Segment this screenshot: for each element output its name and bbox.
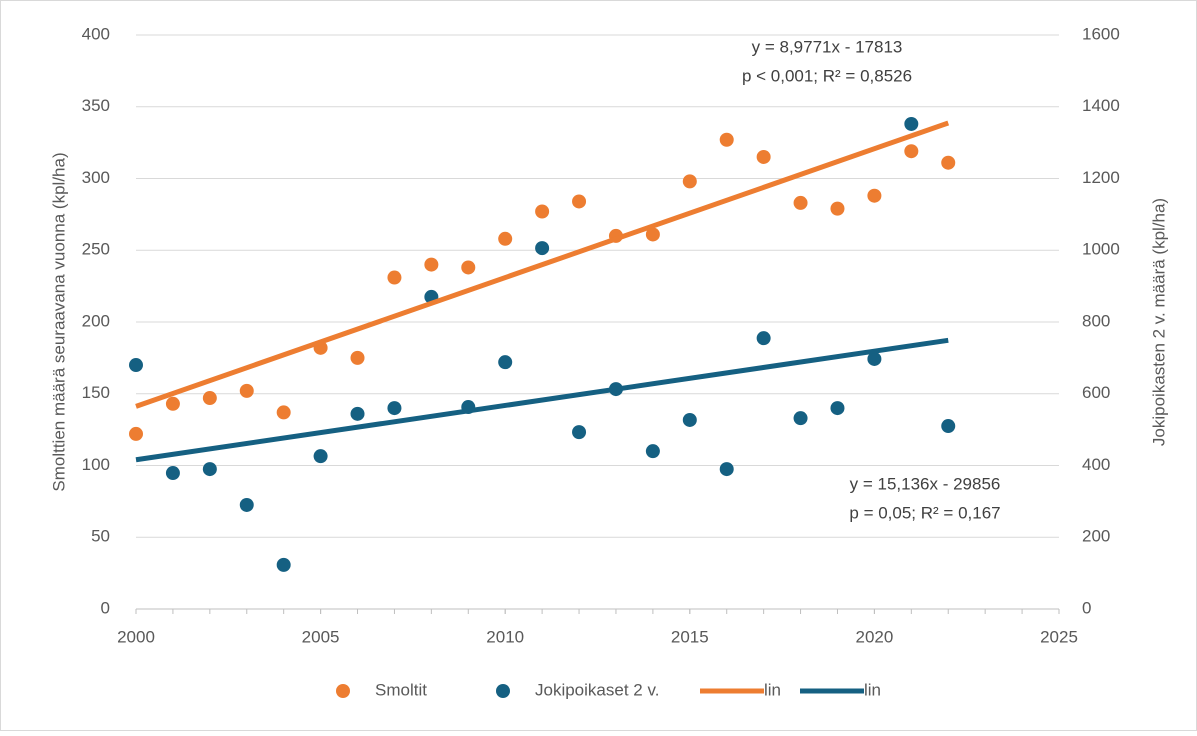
point (719, 462, 734, 477)
point (239, 497, 254, 512)
point (793, 195, 808, 210)
point (202, 462, 217, 477)
y-tick-label: 100 (82, 455, 110, 474)
point (498, 231, 513, 246)
legend-label: Smoltit (375, 680, 427, 699)
y2-tick-label: 1200 (1082, 168, 1120, 187)
annotation: y = 8,9771x - 17813 (752, 37, 903, 56)
y2-tick-label: 1400 (1082, 96, 1120, 115)
legend-label: lin (764, 680, 781, 699)
point (313, 449, 328, 464)
point (461, 260, 476, 275)
point (424, 257, 439, 272)
point (793, 411, 808, 426)
y2-tick-label: 800 (1082, 311, 1110, 330)
point (239, 383, 254, 398)
y-tick-label: 0 (101, 598, 110, 617)
y2-tick-label: 600 (1082, 383, 1110, 402)
point (129, 426, 143, 441)
y2-tick-label: 0 (1082, 598, 1091, 617)
point (941, 155, 956, 170)
y-axis-label: Smolttien määrä seuraavana vuonna (kpl/h… (49, 152, 68, 491)
annotation: p = 0,05; R² = 0,167 (849, 503, 1000, 522)
x-tick-label: 2010 (486, 627, 524, 646)
point (350, 350, 365, 365)
y-tick-label: 250 (82, 240, 110, 259)
legend-label: Jokipoikaset 2 v. (535, 680, 659, 699)
trend-line (135, 120, 950, 409)
trend-line (135, 337, 949, 463)
x-tick-label: 2020 (855, 627, 893, 646)
y-tick-label: 300 (82, 168, 110, 187)
point (535, 204, 550, 219)
point (350, 406, 365, 421)
point (830, 401, 845, 416)
y2-tick-label: 400 (1082, 455, 1110, 474)
y-tick-label: 150 (82, 383, 110, 402)
point (276, 405, 291, 420)
y-tick-label: 200 (82, 311, 110, 330)
y2-axis-label: Jokipoikasten 2 v. määrä (kpl/ha) (1149, 198, 1168, 446)
point (165, 466, 180, 481)
x-tick-label: 2015 (671, 627, 709, 646)
point (904, 144, 919, 159)
point (498, 355, 513, 370)
point (165, 396, 180, 411)
y2-tick-label: 200 (1082, 527, 1110, 546)
point (867, 351, 882, 366)
legend-label: lin (864, 680, 881, 699)
point (645, 227, 660, 242)
point (572, 194, 587, 209)
point (129, 358, 143, 373)
point (756, 331, 771, 346)
point (682, 174, 697, 189)
y-tick-label: 50 (91, 527, 110, 546)
point (830, 201, 845, 216)
y-tick-label: 400 (82, 24, 110, 43)
y2-tick-label: 1600 (1082, 24, 1120, 43)
point (719, 132, 734, 147)
y-tick-label: 350 (82, 96, 110, 115)
point (867, 188, 882, 203)
annotation: y = 15,136x - 29856 (850, 474, 1001, 493)
point (387, 401, 402, 416)
x-tick-label: 2000 (117, 627, 155, 646)
legend-marker (336, 684, 350, 698)
point (202, 391, 217, 406)
y2-tick-label: 1000 (1082, 240, 1120, 259)
point (645, 444, 660, 459)
point (756, 149, 771, 164)
point (276, 557, 291, 572)
legend-marker (496, 684, 510, 698)
point (941, 419, 956, 434)
point (387, 270, 402, 285)
x-tick-label: 2025 (1040, 627, 1078, 646)
x-tick-label: 2005 (302, 627, 340, 646)
point (904, 116, 919, 131)
annotation: p < 0,001; R² = 0,8526 (742, 66, 912, 85)
point (535, 241, 550, 256)
point (572, 425, 587, 440)
point (682, 412, 697, 427)
